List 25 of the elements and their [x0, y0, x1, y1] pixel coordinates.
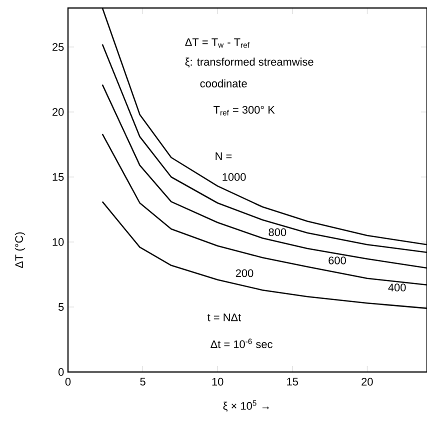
x-tick-label: 10: [212, 378, 224, 386]
annotation: ξ: transformed streamwise: [185, 58, 314, 68]
x-tick-label: 0: [65, 378, 71, 386]
series-label: 400: [388, 284, 406, 292]
annotation: t = NΔt: [207, 314, 242, 322]
x-tick-label: 5: [140, 378, 146, 386]
annotation: coodinate: [200, 79, 247, 88]
y-tick-label: 5: [58, 303, 64, 311]
y-tick-label: 0: [58, 368, 64, 376]
x-tick-label: 20: [362, 378, 373, 386]
annotation: N =: [216, 152, 232, 160]
series-label: 600: [328, 256, 346, 264]
y-tick-label: 20: [52, 108, 64, 116]
x-axis-title: ξ × 10$^{5}$ →: [223, 400, 269, 412]
x-tick-label: 15: [287, 378, 298, 386]
annotation: Δt = 10$^{-6}$ sec: [210, 338, 272, 348]
series-label: 1000: [222, 173, 246, 181]
y-tick-label: 15: [52, 173, 64, 181]
series-label: 200: [236, 269, 254, 278]
series-label: 800: [268, 228, 286, 236]
y-axis-title: ΔT (°C): [14, 232, 26, 268]
annotation: T$_{ref}$ = 300° K: [214, 106, 275, 116]
y-tick-label: 25: [52, 43, 64, 51]
annotation: ΔT = T$_{w}$ - T$_{ref}$: [185, 38, 250, 48]
y-tick-label: 10: [52, 238, 64, 246]
